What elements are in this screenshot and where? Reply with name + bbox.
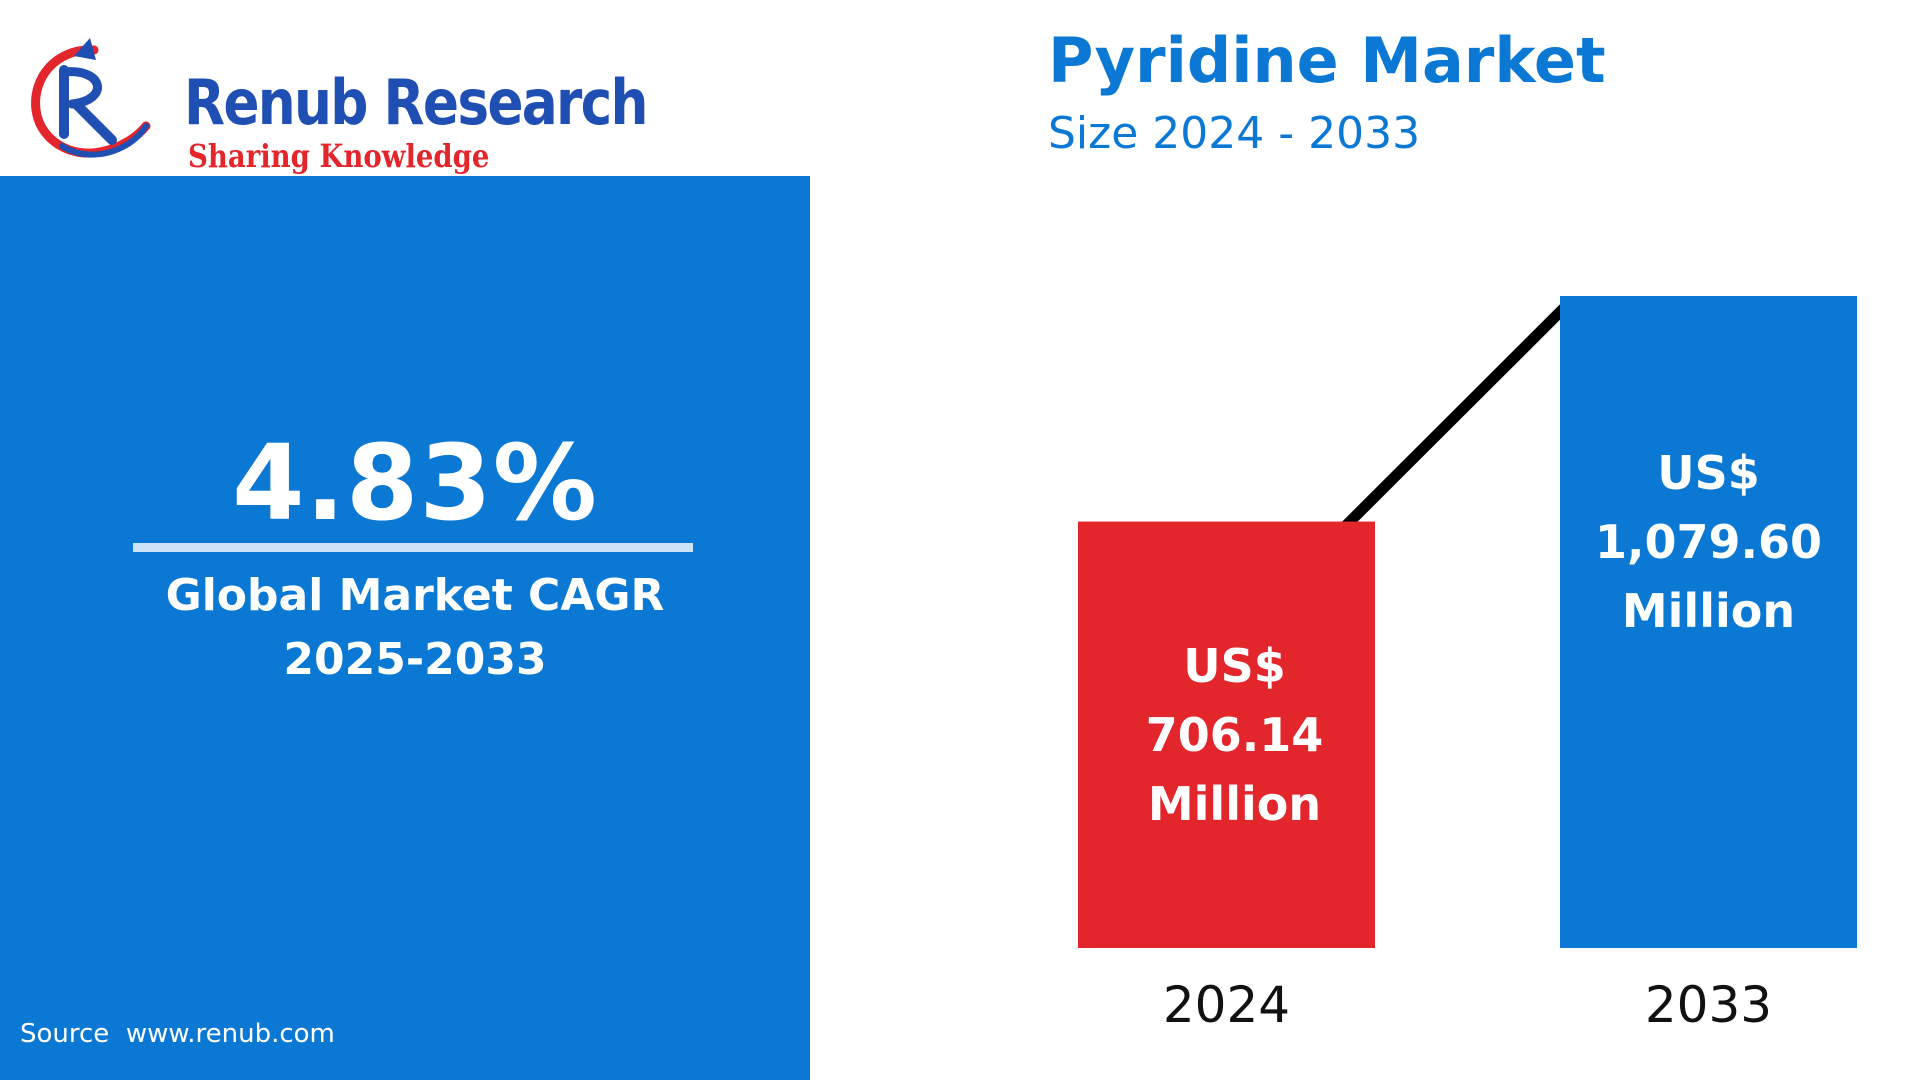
- cagr-label-line2: 2025-2033: [283, 634, 547, 685]
- chart-subtitle: Size 2024 - 2033: [1048, 108, 1421, 159]
- source-note: Source www.renub.com: [20, 1019, 335, 1049]
- cagr-label: Global Market CAGR 2025-2033: [0, 564, 830, 692]
- brand-tagline: Sharing Knowledge: [188, 137, 490, 175]
- bar-2024: [1078, 521, 1375, 948]
- bar-label-2033-line3: Million: [1622, 584, 1795, 638]
- bar-label-2024-line1: US$: [1183, 639, 1286, 693]
- cagr-divider: [133, 543, 693, 552]
- bar-label-2024-line2: 706.14: [1146, 708, 1324, 762]
- bar-label-2033-line1: US$: [1657, 446, 1760, 500]
- renub-r-arrow-logo-icon: [31, 38, 151, 158]
- bar-label-2024-line3: Million: [1148, 777, 1321, 831]
- renub-logo: Renub Research Sharing Knowledge: [26, 34, 648, 172]
- bar-2033: [1560, 296, 1857, 948]
- chart-title: Pyridine Market: [1048, 24, 1606, 97]
- x-tick-label-2033: 2033: [1645, 976, 1772, 1034]
- trend-line: [1336, 304, 1568, 536]
- brand-name: Renub Research: [184, 66, 648, 139]
- x-tick-label-2024: 2024: [1163, 976, 1290, 1034]
- cagr-panel: 4.83% Global Market CAGR 2025-2033 Sourc…: [0, 176, 810, 1080]
- cagr-label-line1: Global Market CAGR: [165, 570, 665, 621]
- cagr-value: 4.83%: [232, 422, 598, 544]
- bar-label-2033-line2: 1,079.60: [1595, 515, 1822, 569]
